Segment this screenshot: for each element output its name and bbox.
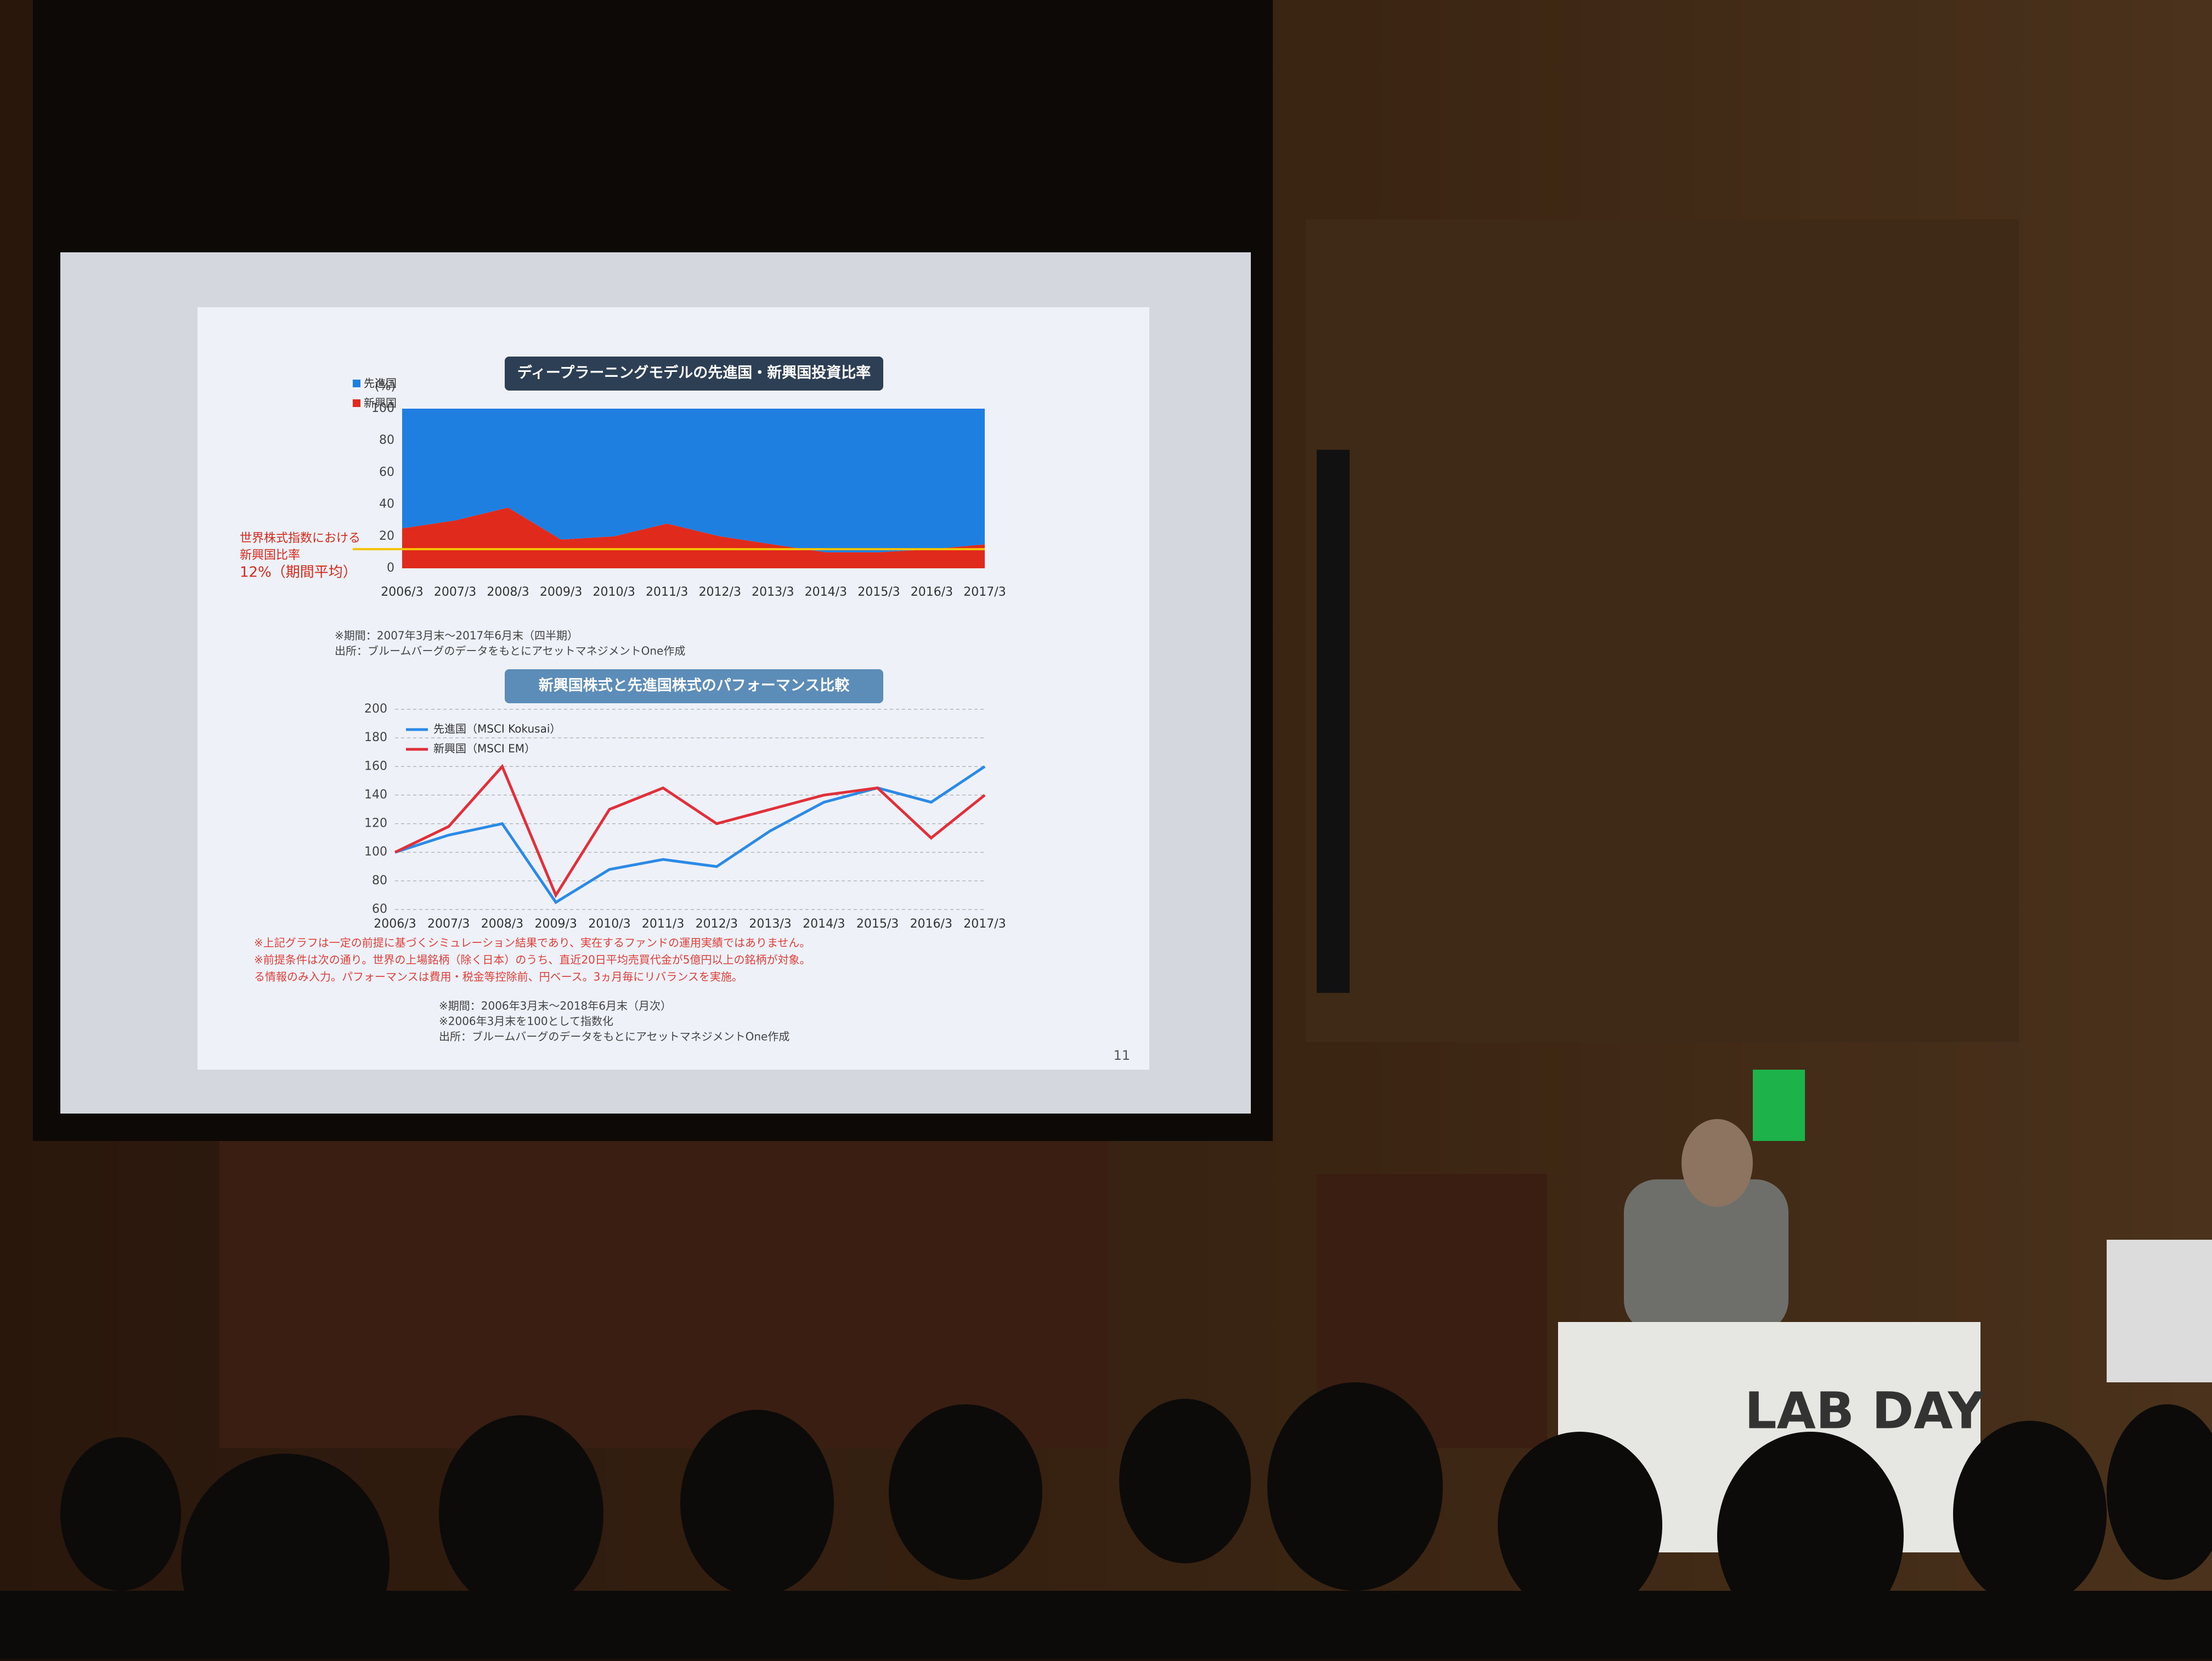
x-tick-label: 2011/3 (642, 917, 684, 931)
x-tick-label: 2009/3 (540, 585, 582, 599)
x-tick-label: 2014/3 (805, 585, 847, 599)
note: ※期間：2007年3月末～2017年6月末（四半期） (335, 629, 578, 642)
y-tick-label: 200 (364, 702, 387, 716)
head (1498, 1432, 1662, 1618)
x-tick-label: 2006/3 (381, 585, 423, 599)
x-tick-label: 2010/3 (588, 917, 630, 931)
x-tick-label: 2009/3 (534, 917, 577, 931)
head (1953, 1421, 2107, 1607)
y-tick-label: 100 (371, 402, 394, 415)
head (680, 1410, 834, 1596)
y-tick-label: 40 (379, 498, 394, 511)
wall-panel (1306, 219, 2019, 1042)
x-tick-label: 2008/3 (487, 585, 529, 599)
page-number: 11 (1113, 1048, 1130, 1063)
x-tick-label: 2012/3 (699, 585, 741, 599)
wall-slats (219, 1141, 1108, 1448)
x-tick-label: 2017/3 (963, 917, 1006, 931)
note: 出所：ブルームバーグのデータをもとにアセットマネジメントOne作成 (439, 1030, 789, 1043)
shoulders (0, 1591, 2212, 1659)
legend-label: 新興国 (364, 397, 397, 410)
legend-swatch (353, 399, 360, 407)
y-tick-label: 80 (372, 874, 387, 888)
x-tick-label: 2007/3 (434, 585, 476, 599)
x-tick-label: 2010/3 (592, 585, 635, 599)
x-tick-label: 2011/3 (646, 585, 688, 599)
x-tick-label: 2017/3 (963, 585, 1006, 599)
y-tick-label: 0 (387, 561, 394, 575)
y-tick-label: 80 (379, 433, 394, 447)
head (1717, 1432, 1904, 1640)
line (394, 765, 986, 905)
x-tick-label: 2007/3 (427, 917, 470, 931)
chart-title: 新興国株式と先進国株式のパフォーマンス比較 (539, 677, 850, 694)
note: 出所：ブルームバーグのデータをもとにアセットマネジメントOne作成 (335, 645, 685, 658)
head (439, 1415, 603, 1613)
y-tick-label: 180 (364, 731, 387, 744)
legend-label: 新興国（MSCI EM） (433, 742, 535, 755)
annotation: 世界株式指数における (240, 532, 360, 545)
side-board (2107, 1240, 2212, 1382)
audience (0, 1382, 2212, 1661)
y-tick-label: 120 (364, 817, 387, 830)
y-tick-label: 100 (364, 845, 387, 859)
y-axis-label: (%) (375, 380, 396, 393)
disclaimer: る情報のみ入力。パフォーマンスは費用・税金等控除前、円ベース。3ヵ月毎にリバラン… (254, 970, 743, 984)
area (402, 507, 985, 568)
note: ※2006年3月末を100として指数化 (439, 1015, 613, 1028)
x-tick-label: 2013/3 (752, 585, 794, 599)
head (2107, 1404, 2212, 1580)
head (60, 1437, 181, 1591)
y-tick-label: 60 (372, 902, 387, 916)
y-tick-label: 140 (364, 788, 387, 801)
head (1267, 1382, 1443, 1591)
x-tick-label: 2014/3 (803, 917, 845, 931)
slide: 11 0 20 40 60 80 100 2006/3 2007/3 2008/3 2009/3 2… (198, 307, 1149, 1070)
podium-label: LAB DAY (1745, 1381, 1985, 1440)
y-tick-label: 160 (364, 759, 387, 773)
pillar (1317, 450, 1350, 993)
x-tick-label: 2015/3 (856, 917, 899, 931)
y-tick-label: 60 (379, 465, 394, 479)
chart-title: ディープラーニングモデルの先進国・新興国投資比率 (517, 364, 871, 382)
speaker-head (1681, 1119, 1753, 1207)
disclaimer: ※上記グラフは一定の前提に基づくシミュレーション結果であり、実在するファンドの運… (254, 936, 810, 950)
area (402, 409, 985, 552)
note: ※期間：2006年3月末～2018年6月末（月次） (439, 999, 672, 1013)
line (394, 764, 986, 899)
legend-label: 先進国（MSCI Kokusai） (433, 722, 561, 736)
title-box (505, 357, 883, 391)
annotation: 新興国比率 (240, 549, 300, 562)
x-tick-label: 2008/3 (481, 917, 523, 931)
legend-label: 先進国 (364, 377, 397, 390)
speaker (1624, 1179, 1788, 1333)
x-tick-label: 2015/3 (857, 585, 900, 599)
disclaimer: ※前提条件は次の通り。世界の上場銘柄（除く日本）のうち、直近20日平均売買代金が… (254, 953, 811, 967)
exit-sign (1753, 1070, 1805, 1141)
reference-label: 12%（期間平均） (240, 564, 357, 581)
title-box (505, 669, 883, 703)
head (1119, 1399, 1251, 1563)
x-tick-label: 2016/3 (910, 917, 952, 931)
head (889, 1404, 1042, 1580)
y-tick-label: 20 (379, 529, 394, 543)
x-tick-label: 2006/3 (374, 917, 416, 931)
legend-swatch (353, 380, 360, 387)
x-tick-label: 2012/3 (696, 917, 738, 931)
x-tick-label: 2016/3 (911, 585, 953, 599)
x-tick-label: 2013/3 (749, 917, 791, 931)
